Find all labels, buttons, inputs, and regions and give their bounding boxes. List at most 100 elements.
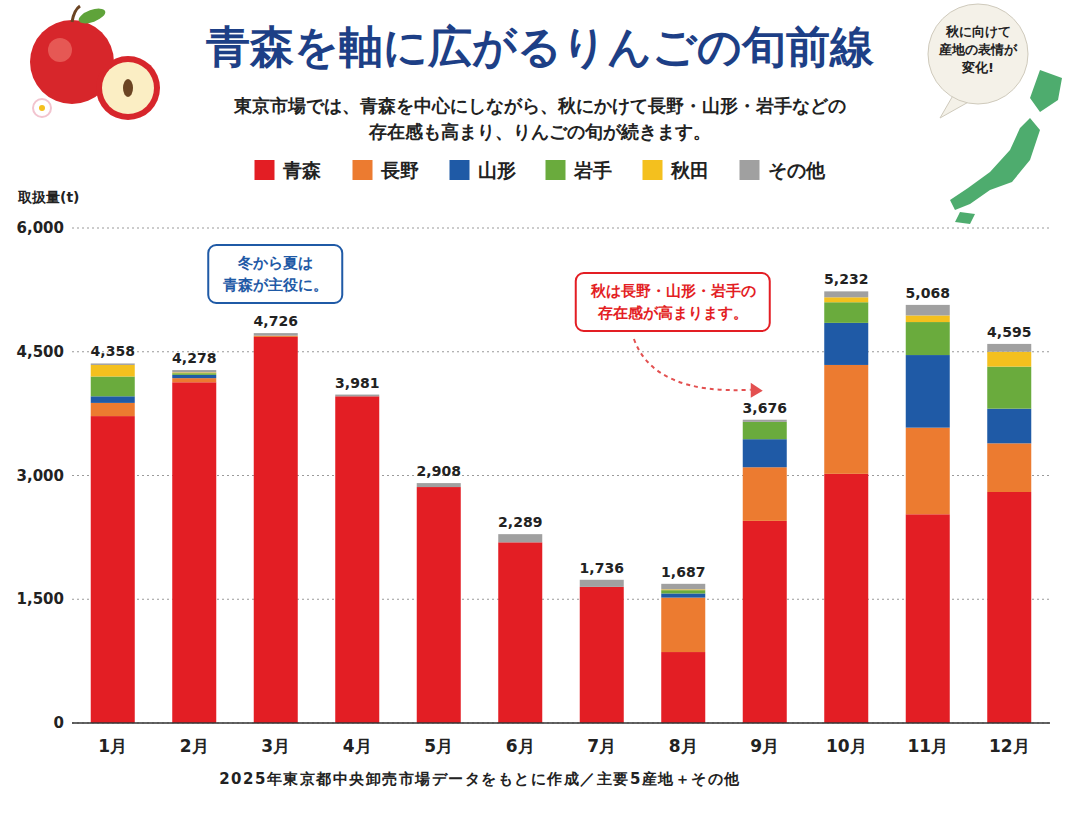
tick-label: 0 xyxy=(54,714,64,732)
tick-label: 4,500 xyxy=(17,343,64,361)
bar-segment xyxy=(987,443,1031,492)
bar-segment xyxy=(824,297,868,302)
bar-segment xyxy=(743,420,787,422)
grid-line xyxy=(72,475,1050,476)
bar-segment xyxy=(91,365,135,377)
total-label: 4,278 xyxy=(172,350,216,366)
tick-label: 3,000 xyxy=(17,467,64,485)
legend-item: その他 xyxy=(740,159,826,181)
grid-line xyxy=(72,227,1050,228)
bar-segment xyxy=(987,367,1031,409)
tick-label: 6,000 xyxy=(17,219,64,237)
bar-segment xyxy=(172,378,216,382)
legend-item: 青森 xyxy=(255,159,322,181)
bar-segment xyxy=(743,521,787,723)
bar-segment xyxy=(661,584,705,590)
legend-swatch xyxy=(255,160,275,180)
bar-segment xyxy=(91,363,135,364)
bar-segment xyxy=(91,377,135,397)
chart: 青森を軸に広がるりんごの旬前線東京市場では、青森を中心にしながら、秋にかけて長野… xyxy=(0,0,1080,813)
category-label: 3月 xyxy=(261,736,290,756)
annotation-text: 秋は長野・山形・岩手の存在感が高まります。 xyxy=(590,282,756,322)
legend-item: 岩手 xyxy=(546,159,612,181)
bar-segment xyxy=(906,428,950,515)
category-label: 9月 xyxy=(750,736,779,756)
category-label: 1月 xyxy=(98,736,127,756)
tick-label: 1,500 xyxy=(17,590,64,608)
category-label: 10月 xyxy=(826,736,867,756)
bar-segment xyxy=(661,652,705,723)
bar-segment xyxy=(987,492,1031,723)
bar-segment xyxy=(498,534,542,542)
total-label: 4,726 xyxy=(254,313,298,329)
bar-segment xyxy=(172,375,216,378)
total-label: 5,232 xyxy=(824,271,868,287)
total-label: 5,068 xyxy=(906,285,950,301)
bar-segment xyxy=(498,542,542,723)
annotation: 冬から夏は青森が主役に。 xyxy=(208,245,342,303)
bar-segment xyxy=(906,315,950,322)
bar-segment xyxy=(172,382,216,723)
total-label: 4,358 xyxy=(91,343,135,359)
bar-segment xyxy=(824,302,868,323)
bar-segment xyxy=(743,439,787,467)
legend-label: 青森 xyxy=(282,159,322,181)
bar-segment xyxy=(743,422,787,439)
grid: 0 1,500 3,000 4,500 6,000 xyxy=(17,219,1050,732)
bar-segment xyxy=(254,333,298,336)
category-label: 2月 xyxy=(180,736,209,756)
bar-segment xyxy=(824,474,868,723)
total-label: 3,676 xyxy=(743,400,787,416)
callout-text: 秋に向けて産地の表情が変化! xyxy=(938,24,1018,75)
arrow-head xyxy=(751,383,763,398)
bar-segment xyxy=(91,403,135,416)
bar-segment xyxy=(254,337,298,723)
legend-swatch xyxy=(643,160,663,180)
grid-line xyxy=(72,599,1050,600)
legend-swatch xyxy=(450,160,470,180)
source-note: 2025年東京都中央卸売市場データをもとに作成／主要5産地＋その他 xyxy=(219,770,741,788)
total-label: 4,595 xyxy=(987,324,1031,340)
annotation-arrow xyxy=(634,339,751,390)
grid-line xyxy=(72,351,1050,352)
bar-segment xyxy=(661,590,705,593)
bar-segment xyxy=(335,395,379,397)
legend-item: 山形 xyxy=(450,159,516,181)
bar-segment xyxy=(824,365,868,474)
callout-bubble: 秋に向けて産地の表情が変化! xyxy=(928,4,1028,118)
category-label: 12月 xyxy=(989,736,1030,756)
bar-segment xyxy=(580,580,624,587)
bar-segment xyxy=(580,587,624,723)
bar-segment xyxy=(824,291,868,297)
annotation-text: 冬から夏は青森が主役に。 xyxy=(222,254,328,294)
category-label: 7月 xyxy=(587,736,616,756)
total-label: 1,736 xyxy=(580,560,624,576)
bar-segment xyxy=(417,483,461,487)
annotation: 秋は長野・山形・岩手の存在感が高まります。 xyxy=(576,273,770,331)
bars xyxy=(91,291,1032,723)
total-label: 2,289 xyxy=(498,514,542,530)
bar-segment xyxy=(987,352,1031,367)
bar-segment xyxy=(417,487,461,723)
legend-swatch xyxy=(546,160,566,180)
category-label: 11月 xyxy=(907,736,948,756)
total-label: 2,908 xyxy=(417,463,461,479)
category-label: 6月 xyxy=(506,736,535,756)
legend-label: 長野 xyxy=(380,159,419,181)
bar-segment xyxy=(824,323,868,365)
bar-segment xyxy=(91,396,135,403)
total-label: 1,687 xyxy=(661,564,705,580)
subtitle: 東京市場では、青森を中心にしながら、秋にかけて長野・山形・岩手などの存在感も高ま… xyxy=(233,95,846,142)
legend-label: その他 xyxy=(768,159,826,181)
apple-icon xyxy=(30,6,160,120)
bar-segment xyxy=(987,344,1031,352)
legend-swatch xyxy=(740,160,760,180)
bar-segment xyxy=(172,373,216,375)
bar-segment xyxy=(335,396,379,723)
category-label: 4月 xyxy=(343,736,372,756)
bar-segment xyxy=(906,305,950,316)
legend-item: 長野 xyxy=(353,159,419,181)
bar-segment xyxy=(91,416,135,723)
title: 青森を軸に広がるりんごの旬前線 xyxy=(205,21,875,72)
legend-label: 岩手 xyxy=(573,159,612,181)
